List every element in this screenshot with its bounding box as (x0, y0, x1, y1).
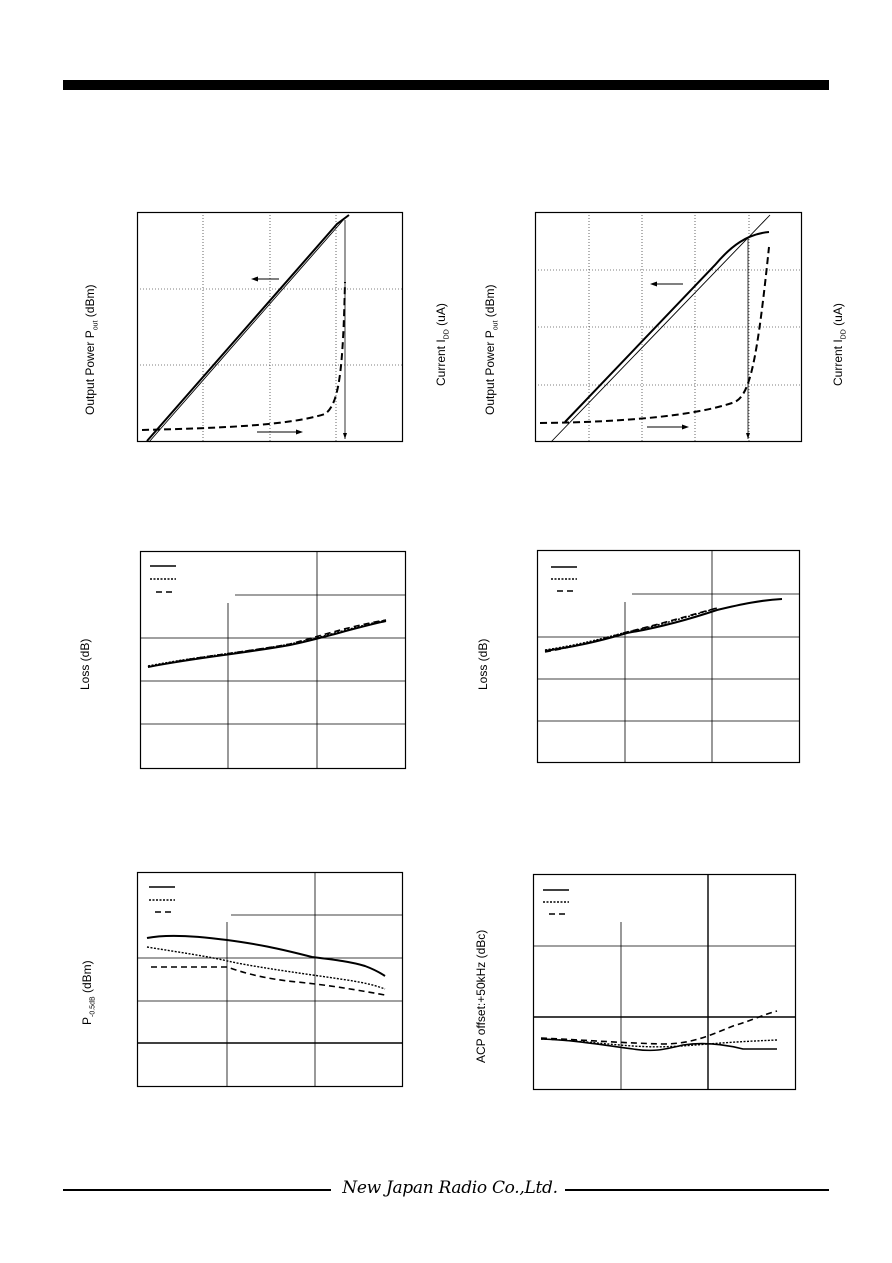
footer-company-logo: New Japan Radio Co.,Ltd. (342, 1178, 558, 1198)
grid (137, 212, 403, 442)
arrow-right-icon (296, 429, 303, 435)
chart-loss-right (536, 549, 801, 764)
plot-frame (136, 871, 404, 1088)
series-3 (151, 966, 386, 996)
chart-acp (532, 873, 797, 1091)
series-2 (146, 946, 386, 990)
plot-frame (534, 211, 803, 443)
footer-line-right (565, 1189, 829, 1191)
grid (140, 551, 406, 769)
series-3 (147, 619, 387, 668)
legend (551, 566, 577, 592)
series-2 (544, 607, 718, 651)
plot-frame (536, 549, 801, 764)
arrow-icon (343, 433, 347, 439)
series-linear-reference (550, 214, 771, 443)
ylabel-acp: ACP offset:+50kHz (dBc) (474, 929, 488, 1063)
ylabel-loss-right: Loss (dB) (476, 638, 490, 690)
arrow-right-icon (682, 424, 689, 430)
series-linear-reference (148, 217, 346, 443)
legend (150, 565, 176, 593)
arrow-icon (746, 433, 750, 439)
chart-p05db (136, 871, 404, 1088)
footer-line-left (63, 1189, 331, 1191)
series-pout (564, 231, 770, 423)
grid (137, 872, 403, 1087)
ylabel-current-right: Current IDD (uA) (831, 303, 848, 386)
series-idd (539, 246, 770, 424)
series-1 (146, 934, 386, 977)
arrow-left-icon (251, 276, 258, 282)
legend (149, 886, 175, 913)
ylabel-output-power-left: Output Power Pout (dBm) (83, 284, 100, 415)
ylabel-p05: P-0.5dB (dBm) (80, 960, 97, 1025)
chart-loss-left (139, 550, 407, 770)
series-2 (147, 619, 387, 667)
series-3 (540, 1010, 778, 1045)
plot-frame (532, 873, 797, 1091)
legend (543, 889, 569, 915)
plot-frame (139, 550, 407, 770)
arrow-left-icon (650, 281, 657, 287)
series-idd (141, 281, 346, 431)
series-pout (146, 214, 350, 442)
series-3 (544, 607, 718, 653)
grid (537, 550, 800, 763)
ylabel-current-left: Current IDD (uA) (434, 303, 451, 386)
grid (535, 212, 802, 442)
chart-pout-idd-right (534, 211, 803, 443)
ylabel-loss-left: Loss (dB) (78, 638, 92, 690)
ylabel-output-power-right: Output Power Pout (dBm) (483, 284, 500, 415)
header-bar (63, 80, 829, 90)
chart-pout-idd-left (136, 211, 404, 443)
series-2 (540, 1038, 778, 1048)
grid (533, 874, 796, 1090)
